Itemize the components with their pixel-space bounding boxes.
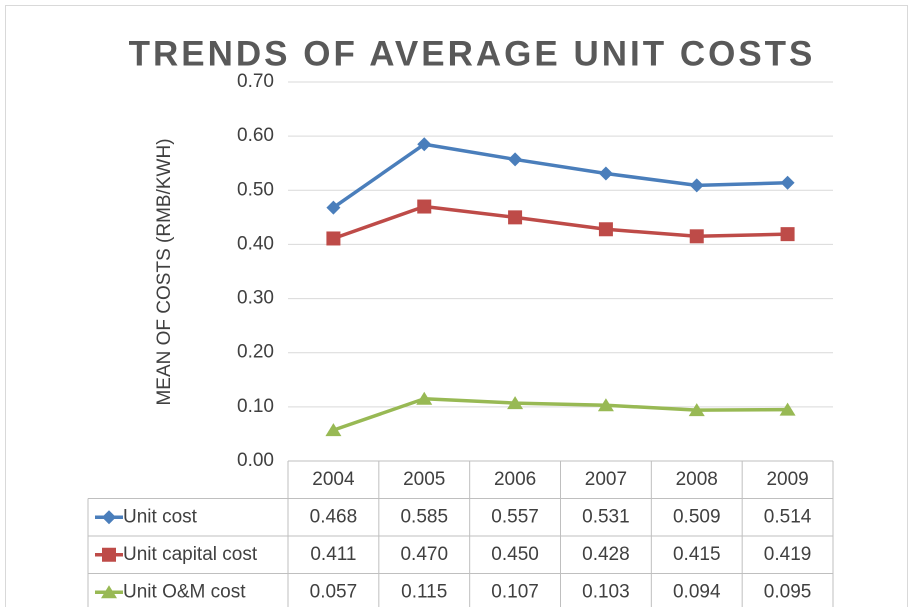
table-value: 0.415 — [673, 544, 721, 565]
x-tick-label: 2008 — [676, 469, 718, 490]
legend-label: Unit capital cost — [123, 544, 258, 565]
marker — [508, 210, 523, 225]
table-value: 0.470 — [400, 544, 448, 565]
table-value: 0.557 — [491, 506, 539, 527]
marker — [688, 403, 705, 417]
table-value: 0.115 — [401, 581, 447, 602]
table-value: 0.095 — [764, 581, 812, 602]
legend-label: Unit cost — [123, 506, 198, 527]
marker — [597, 398, 614, 412]
y-tick-label: 0.10 — [237, 396, 274, 417]
x-tick-label: 2005 — [403, 469, 445, 490]
marker — [101, 585, 117, 599]
x-tick-label: 2009 — [766, 469, 808, 490]
table-value: 0.585 — [400, 506, 448, 527]
table-value: 0.531 — [582, 506, 630, 527]
chart-frame — [5, 5, 908, 607]
table-value: 0.107 — [491, 581, 539, 602]
marker — [102, 510, 116, 525]
marker — [689, 178, 704, 193]
series-line — [332, 396, 788, 432]
marker — [598, 166, 613, 181]
marker — [416, 391, 433, 405]
y-tick-label: 0.20 — [237, 342, 274, 363]
series-line — [332, 142, 788, 210]
y-tick-label: 0.30 — [237, 288, 274, 309]
table-value: 0.468 — [310, 506, 358, 527]
y-tick-label: 0.60 — [237, 125, 274, 146]
table-value: 0.419 — [764, 544, 812, 565]
table-value: 0.509 — [673, 506, 721, 527]
table-value: 0.514 — [764, 506, 812, 527]
marker — [780, 175, 795, 190]
x-tick-label: 2004 — [312, 469, 355, 490]
marker — [326, 200, 341, 215]
table-value: 0.411 — [310, 544, 356, 565]
marker — [598, 222, 613, 237]
y-tick-label: 0.00 — [237, 450, 274, 471]
marker — [689, 229, 704, 244]
y-tick-label: 0.70 — [237, 71, 274, 92]
marker — [102, 547, 116, 562]
marker — [326, 231, 341, 246]
table-value: 0.103 — [582, 581, 630, 602]
x-tick-label: 2006 — [494, 469, 536, 490]
marker — [325, 423, 342, 437]
marker — [508, 152, 523, 167]
marker — [417, 199, 432, 214]
y-axis-label: MEAN OF COSTS (RMB/KWH) — [154, 138, 175, 405]
marker — [780, 227, 795, 242]
table-value: 0.057 — [310, 581, 358, 602]
marker — [417, 137, 432, 152]
chart-title: TRENDS OF AVERAGE UNIT COSTS — [129, 34, 816, 73]
table-value: 0.450 — [491, 544, 539, 565]
x-tick-label: 2007 — [585, 469, 627, 490]
legend-label: Unit O&M cost — [123, 581, 246, 602]
marker — [779, 402, 796, 416]
y-tick-label: 0.50 — [237, 179, 274, 200]
marker — [507, 396, 524, 410]
y-tick-label: 0.40 — [237, 233, 274, 254]
table-value: 0.094 — [673, 581, 721, 602]
series-line — [332, 204, 788, 241]
table-value: 0.428 — [582, 544, 630, 565]
